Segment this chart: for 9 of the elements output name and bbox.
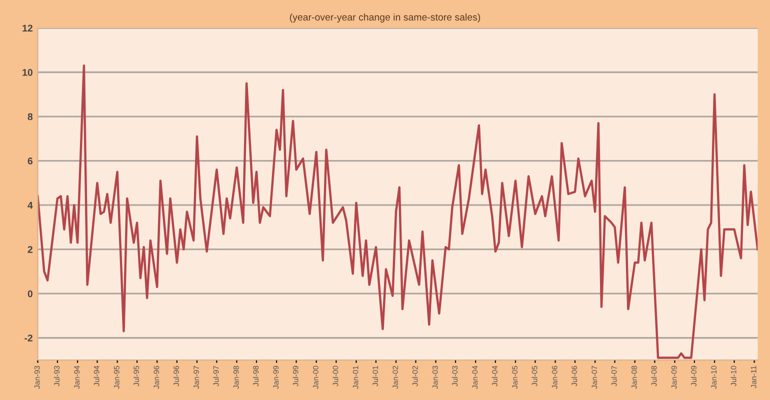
y-tick-label: 8 [28,113,33,120]
y-tick-label: 12 [22,24,32,32]
chart-subtitle: (year-over-year change in same-store sales) [290,13,480,23]
y-tick-label: 0 [28,290,32,298]
y-tick-label: 4 [28,202,33,209]
y-tick-label: 10 [22,69,32,76]
y-tick-label: -2 [24,334,32,342]
y-tick-label: 6 [28,158,33,164]
y-tick-label: 2 [28,246,32,253]
